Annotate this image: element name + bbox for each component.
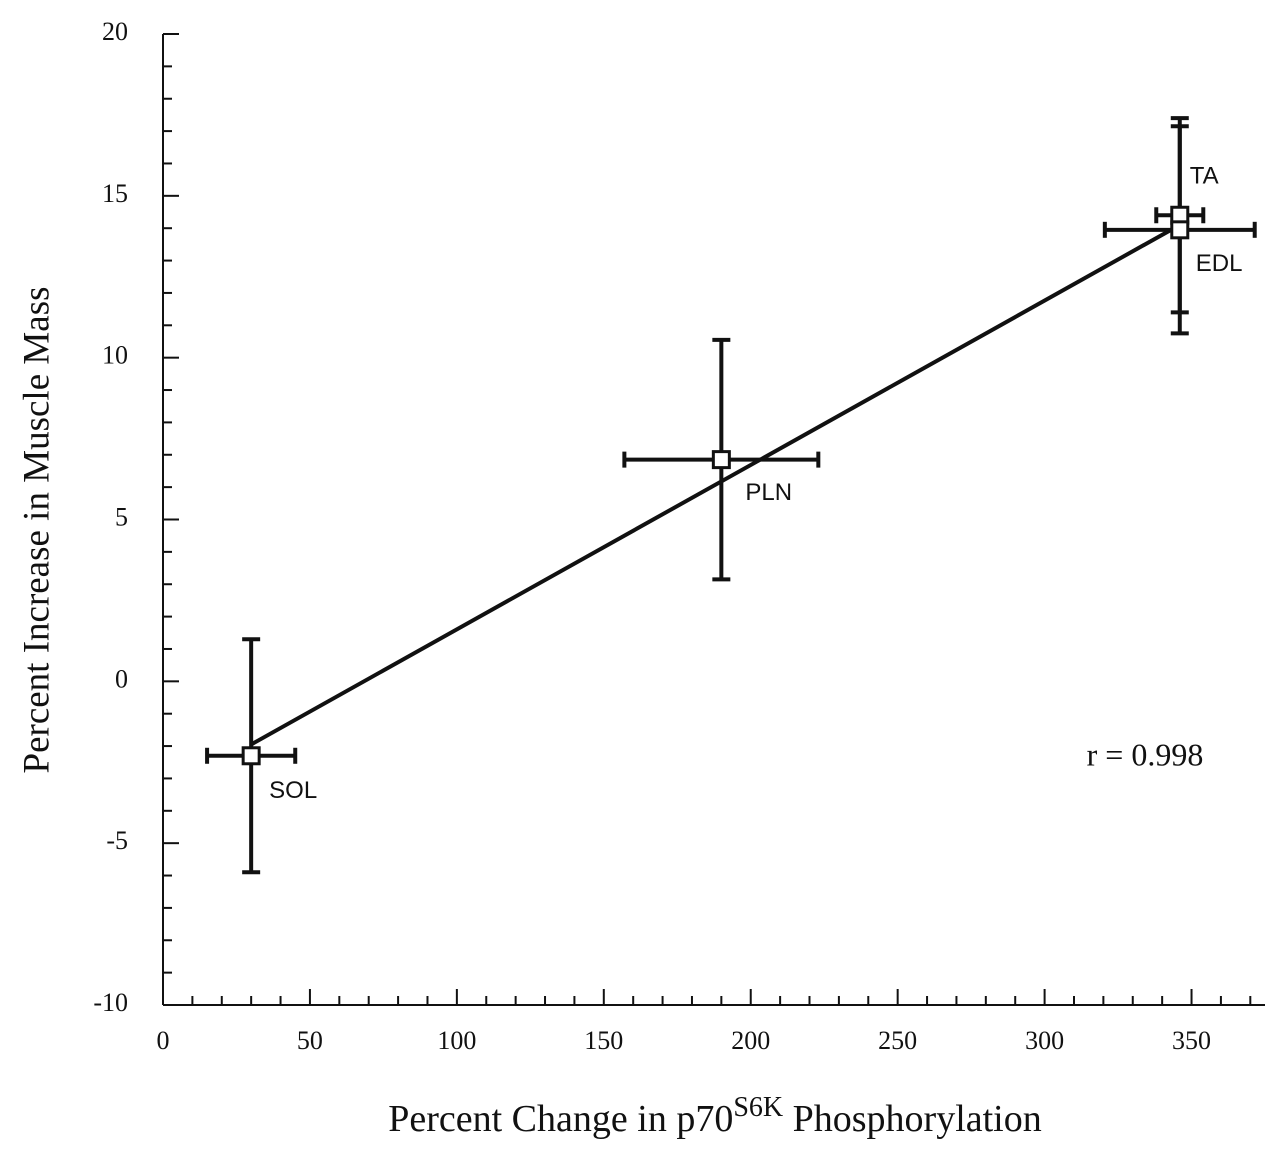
x-tick-label: 150 [584,1026,623,1055]
x-tick-label: 0 [157,1026,170,1055]
x-tick-label: 200 [731,1026,770,1055]
x-tick-label: 250 [878,1026,917,1055]
x-axis-label: Percent Change in p70S6K Phosphorylation [388,1092,1042,1139]
x-tick-label: 50 [297,1026,323,1055]
y-tick-label: 5 [115,502,128,531]
x-tick-label: 100 [437,1026,476,1055]
y-tick-label: 20 [102,17,128,46]
y-tick-label: -5 [106,826,128,855]
point-label: EDL [1196,250,1243,277]
x-axis-label-main: Percent Change in p70 [388,1098,733,1140]
point-label: TA [1190,163,1219,190]
x-axis-label-end: Phosphorylation [783,1098,1042,1140]
y-tick-label: 15 [102,179,128,208]
y-tick-label: 0 [115,664,128,693]
marker [241,746,261,766]
y-axis-label: Percent Increase in Muscle Mass [16,287,57,774]
fit-line [250,223,1181,747]
marker [1170,220,1190,240]
point-label: SOL [269,777,317,804]
annotation: r = 0.998 [1087,736,1204,772]
x-tick-label: 300 [1025,1026,1064,1055]
y-tick-label: 10 [102,341,128,370]
marker [711,450,731,470]
point-label: PLN [745,479,792,506]
y-tick-label: -10 [93,988,128,1017]
x-axis-label-sup: S6K [733,1092,783,1123]
x-tick-label: 350 [1172,1026,1211,1055]
